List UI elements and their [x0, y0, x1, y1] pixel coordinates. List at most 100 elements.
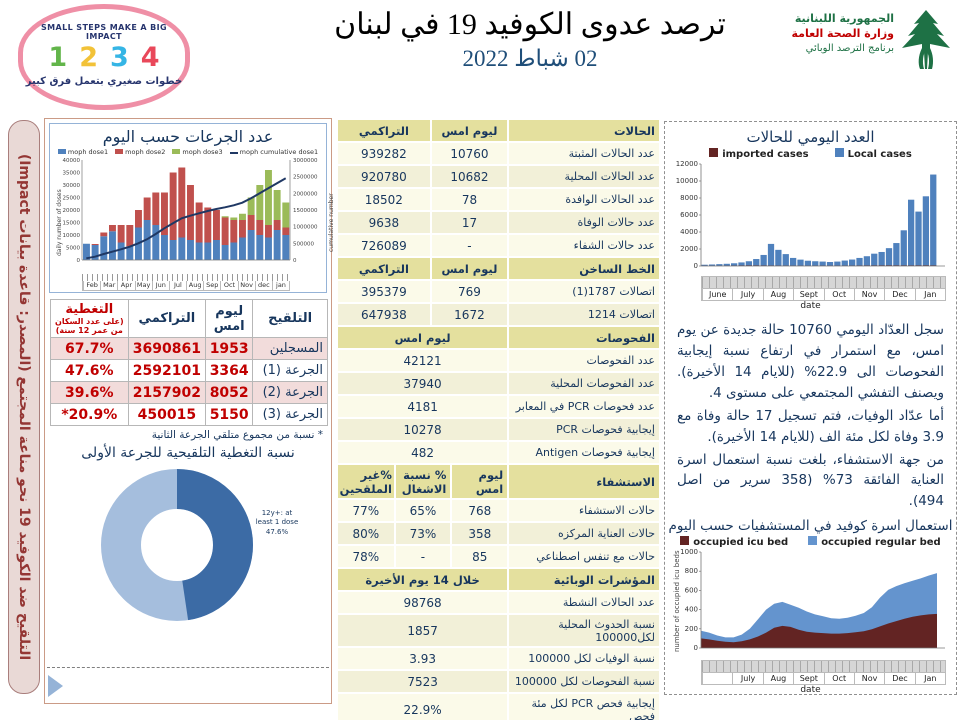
month-label: Jan: [914, 289, 945, 300]
row-value: 769: [430, 280, 509, 303]
svg-text:0: 0: [77, 258, 81, 264]
table-row: حالات مع تنفس اصطناعي 85-78%: [337, 545, 660, 568]
row-label: إيجابية فحوصات Antigen: [508, 441, 660, 464]
row-value: 18502: [337, 188, 431, 211]
month-label: July: [732, 673, 762, 685]
svg-text:6000: 6000: [680, 211, 698, 219]
row-label: عدد الحالات النشطة: [508, 591, 660, 614]
row-label: عدد الفحوصات المحلية: [508, 372, 660, 395]
vaccination-banner: التلقيح ضد الكوفيد 19 نحو مناعة المجتمع …: [8, 120, 40, 694]
table-row: عدد الفحوصات 42121: [337, 349, 660, 372]
table-row: حالات العناية المركزه 358 73% 80%: [337, 522, 660, 545]
cases-month-labels: June July Aug Sept Oct Nov Dec Jan: [701, 289, 946, 301]
month-label: Aug: [762, 673, 793, 685]
svg-text:0: 0: [293, 258, 297, 264]
row-value: 22.9%: [337, 693, 509, 720]
svg-text:8000: 8000: [680, 194, 698, 202]
row-value: 482: [337, 441, 509, 464]
vaccination-panel: عدد الجرعات حسب اليوم moph dose1 moph dos…: [44, 118, 335, 704]
row-value: ليوم امس: [337, 326, 509, 349]
row-value: 65%: [394, 499, 452, 522]
svg-text:25000: 25000: [63, 196, 81, 202]
doses-month-labels: Feb Mar Apr May Jun Jul Aug Sep Oct Nov dec jan: [82, 281, 290, 291]
svg-text:12000: 12000: [676, 160, 698, 168]
legend-regular-bed: occupied regular bed: [808, 536, 941, 548]
row-label: عدد الحالات المحلية: [508, 165, 660, 188]
first-dose-donut-chart: [101, 469, 253, 622]
row-value: التراكمي: [337, 257, 431, 280]
svg-text:15000: 15000: [63, 221, 81, 227]
month-label: Jun: [151, 281, 169, 290]
svg-text:200: 200: [685, 625, 698, 633]
row-value: -: [430, 234, 509, 257]
table-row: نسبة الحدوث المحلية لكل100000 1857: [337, 614, 660, 647]
donut-data-label: 12y+: at least 1 dose 47.6%: [255, 509, 299, 536]
row-value: 78: [430, 188, 509, 211]
vaccination-table-note: * نسبة من مجموع متلقي الجرعة الثانية: [151, 429, 323, 442]
svg-text:800: 800: [685, 567, 698, 575]
month-label: Aug: [762, 289, 793, 300]
daily-cases-chart: 0 2000 4000 6000 8000 10000 12000: [676, 160, 945, 270]
svg-text:10000: 10000: [676, 177, 698, 185]
row-value: 4181: [337, 395, 509, 418]
svg-text:500000: 500000: [293, 241, 314, 247]
table-row: اتصالات 1787(1) 769 395379: [337, 280, 660, 303]
row-value: 80%: [337, 522, 395, 545]
beds-yaxis-label: number of occupied icu beds: [673, 550, 681, 653]
svg-text:30000: 30000: [63, 183, 81, 189]
epidemic-curve-panel: العدد اليومي للحالات imported cases Loca…: [664, 121, 957, 695]
vaccination-table: التلقيح ليوم امس التراكمي التغطية (على عدد ا…: [50, 298, 328, 427]
legend-item: moph dose2: [115, 148, 165, 156]
daily-commentary: سجل العدّاد اليومي 10760 حالة جديدة عن ي…: [677, 320, 944, 512]
table-row: عدد حالات الوفاة 17 9638: [337, 211, 660, 234]
svg-text:40000: 40000: [63, 158, 81, 164]
month-label: Apr: [117, 281, 134, 290]
row-value: 42121: [337, 349, 509, 372]
row-value: 85: [451, 545, 509, 568]
row-label: الحالات: [508, 119, 660, 142]
row-value: 9638: [337, 211, 431, 234]
row-label: إيجابية فحوصات PCR: [508, 418, 660, 441]
cases-xaxis-label: date: [800, 301, 821, 311]
row-value: -: [394, 545, 452, 568]
row-label: عدد الحالات المثبتة: [508, 142, 660, 165]
row-value: خلال 14 يوم الأخيرة: [337, 568, 509, 591]
doses-chart-box: عدد الجرعات حسب اليوم moph dose1 moph dos…: [49, 123, 335, 293]
row-value: 37940: [337, 372, 509, 395]
row-value: ليوم امس: [451, 464, 509, 499]
row-label: إيجابية فحص PCR لكل مئة فحص: [508, 693, 660, 720]
svg-text:10000: 10000: [63, 233, 81, 239]
doses-yaxis2-label: cumulative number: [328, 193, 335, 252]
report-title: ترصد عدوى الكوفيد 19 في لبنان: [334, 8, 726, 41]
beds-chart-legend: occupied icu bed occupied regular bed: [665, 536, 956, 548]
month-label: Sep: [203, 281, 220, 290]
svg-text:3000000: 3000000: [293, 158, 318, 164]
table-section-header: الاستشفاء ليوم امس% نسبة الاشغال %غير المل…: [337, 464, 660, 499]
doses-chart-legend: moph dose1 moph dose2 moph dose3 moph cumul…: [52, 148, 324, 156]
table-row: عدد فحوصات PCR في المعابر 4181: [337, 395, 660, 418]
doses-chart: 0 5000 10000 15000 20000 25000 30000 35000 40000…: [63, 158, 318, 264]
vaccination-table-row: المسجلين 1953 3690861 67.7%: [50, 337, 328, 361]
month-label: Jul: [168, 281, 186, 290]
legend-item: moph dose3: [172, 148, 223, 156]
month-label: Oct: [220, 281, 237, 290]
row-label: الخط الساخن: [508, 257, 660, 280]
month-label: Nov: [853, 673, 884, 685]
vaccination-table-row: الجرعة (2) 8052 2157902 39.6%: [50, 381, 328, 405]
row-value: 1672: [430, 303, 509, 326]
row-label: المؤشرات الوبائية: [508, 568, 660, 591]
row-label: عدد حالات الوفاة: [508, 211, 660, 234]
month-label: Nov: [853, 289, 884, 300]
commentary-paragraph: سجل العدّاد اليومي 10760 حالة جديدة عن ي…: [677, 322, 944, 401]
daily-cases-legend: imported cases Local cases: [665, 148, 956, 160]
table-row: عدد الحالات النشطة 98768: [337, 591, 660, 614]
row-label: حالات مع تنفس اصطناعي: [508, 545, 660, 568]
table-row: عدد الحالات المحلية 10682 920780: [337, 165, 660, 188]
month-label: Jan: [914, 673, 945, 685]
month-label: Oct: [823, 289, 854, 300]
svg-text:20000: 20000: [63, 208, 81, 214]
row-value: 1857: [337, 614, 509, 647]
row-label: عدد الفحوصات: [508, 349, 660, 372]
